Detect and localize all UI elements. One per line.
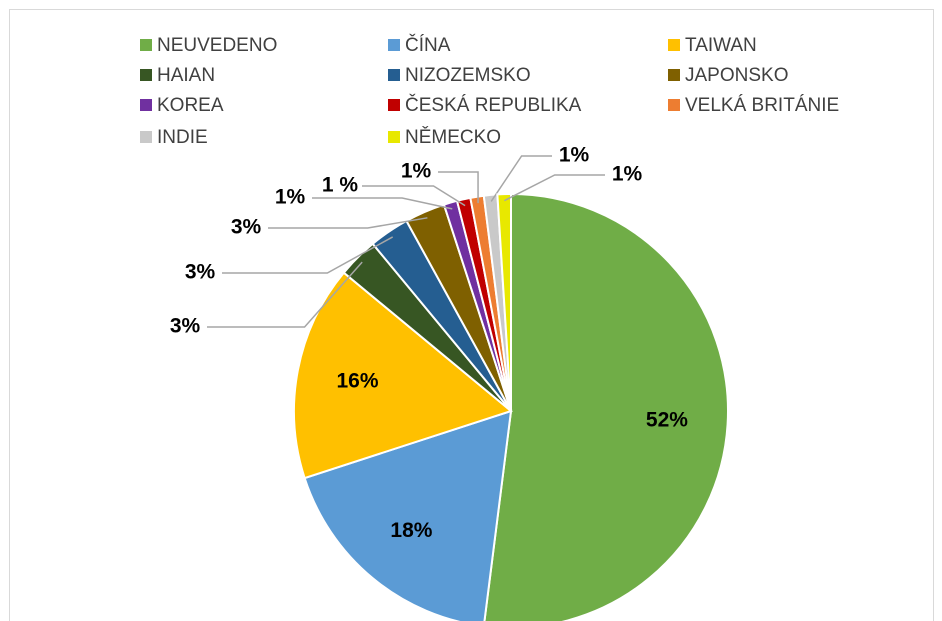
leader-line (222, 236, 394, 274)
data-label: 16% (337, 369, 379, 392)
legend-label: TAIWAN (685, 35, 757, 56)
data-label: 3% (170, 315, 201, 338)
legend-swatch (388, 131, 400, 143)
pie-slice (293, 271, 514, 480)
legend-swatch (140, 69, 152, 81)
leader-line (312, 197, 453, 210)
leader-line (438, 171, 479, 204)
legend-label: VELKÁ BRITÁNIE (685, 95, 839, 116)
leader-line (268, 217, 428, 229)
legend-label: NIZOZEMSKO (405, 65, 531, 86)
legend-swatch (388, 69, 400, 81)
pie-slice (303, 409, 513, 621)
pie: 52% 18% 16% 3% 3% 3% 1% 1 % 1% 1% 1% (170, 144, 729, 621)
data-label: 1% (401, 160, 432, 183)
legend-swatch (668, 99, 680, 111)
legend-label: ČÍNA (405, 34, 451, 56)
pie-slice (483, 192, 729, 621)
leader-line (362, 185, 466, 207)
legend-label: ČESKÁ REPUBLIKA (405, 94, 582, 116)
legend-swatch (388, 39, 400, 51)
leader-line (504, 174, 605, 202)
legend-swatch (140, 99, 152, 111)
leader-line (490, 155, 552, 202)
legend-label: KOREA (157, 95, 224, 116)
pie-slice (496, 192, 512, 412)
legend-swatch (668, 69, 680, 81)
data-label: 1% (275, 186, 306, 209)
data-label: 3% (231, 216, 262, 239)
legend-label: INDIE (157, 127, 208, 148)
data-label: 3% (185, 261, 216, 284)
legend-swatch (668, 39, 680, 51)
legend: NEUVEDENO ČÍNA TAIWAN HAIAN NIZOZEMSKO JAPONS… (140, 34, 839, 148)
data-label: 18% (390, 519, 432, 542)
legend-swatch (388, 99, 400, 111)
data-label: 1 % (322, 174, 359, 197)
leader-line (207, 261, 363, 328)
legend-label: NĚMECKO (405, 126, 501, 148)
data-label: 1% (612, 163, 643, 186)
data-label: 1% (559, 144, 590, 167)
legend-label: NEUVEDENO (157, 35, 277, 56)
legend-label: HAIAN (157, 65, 215, 86)
data-label: 52% (646, 408, 688, 431)
legend-label: JAPONSKO (685, 65, 788, 86)
legend-swatch (140, 39, 152, 51)
legend-swatch (140, 131, 152, 143)
